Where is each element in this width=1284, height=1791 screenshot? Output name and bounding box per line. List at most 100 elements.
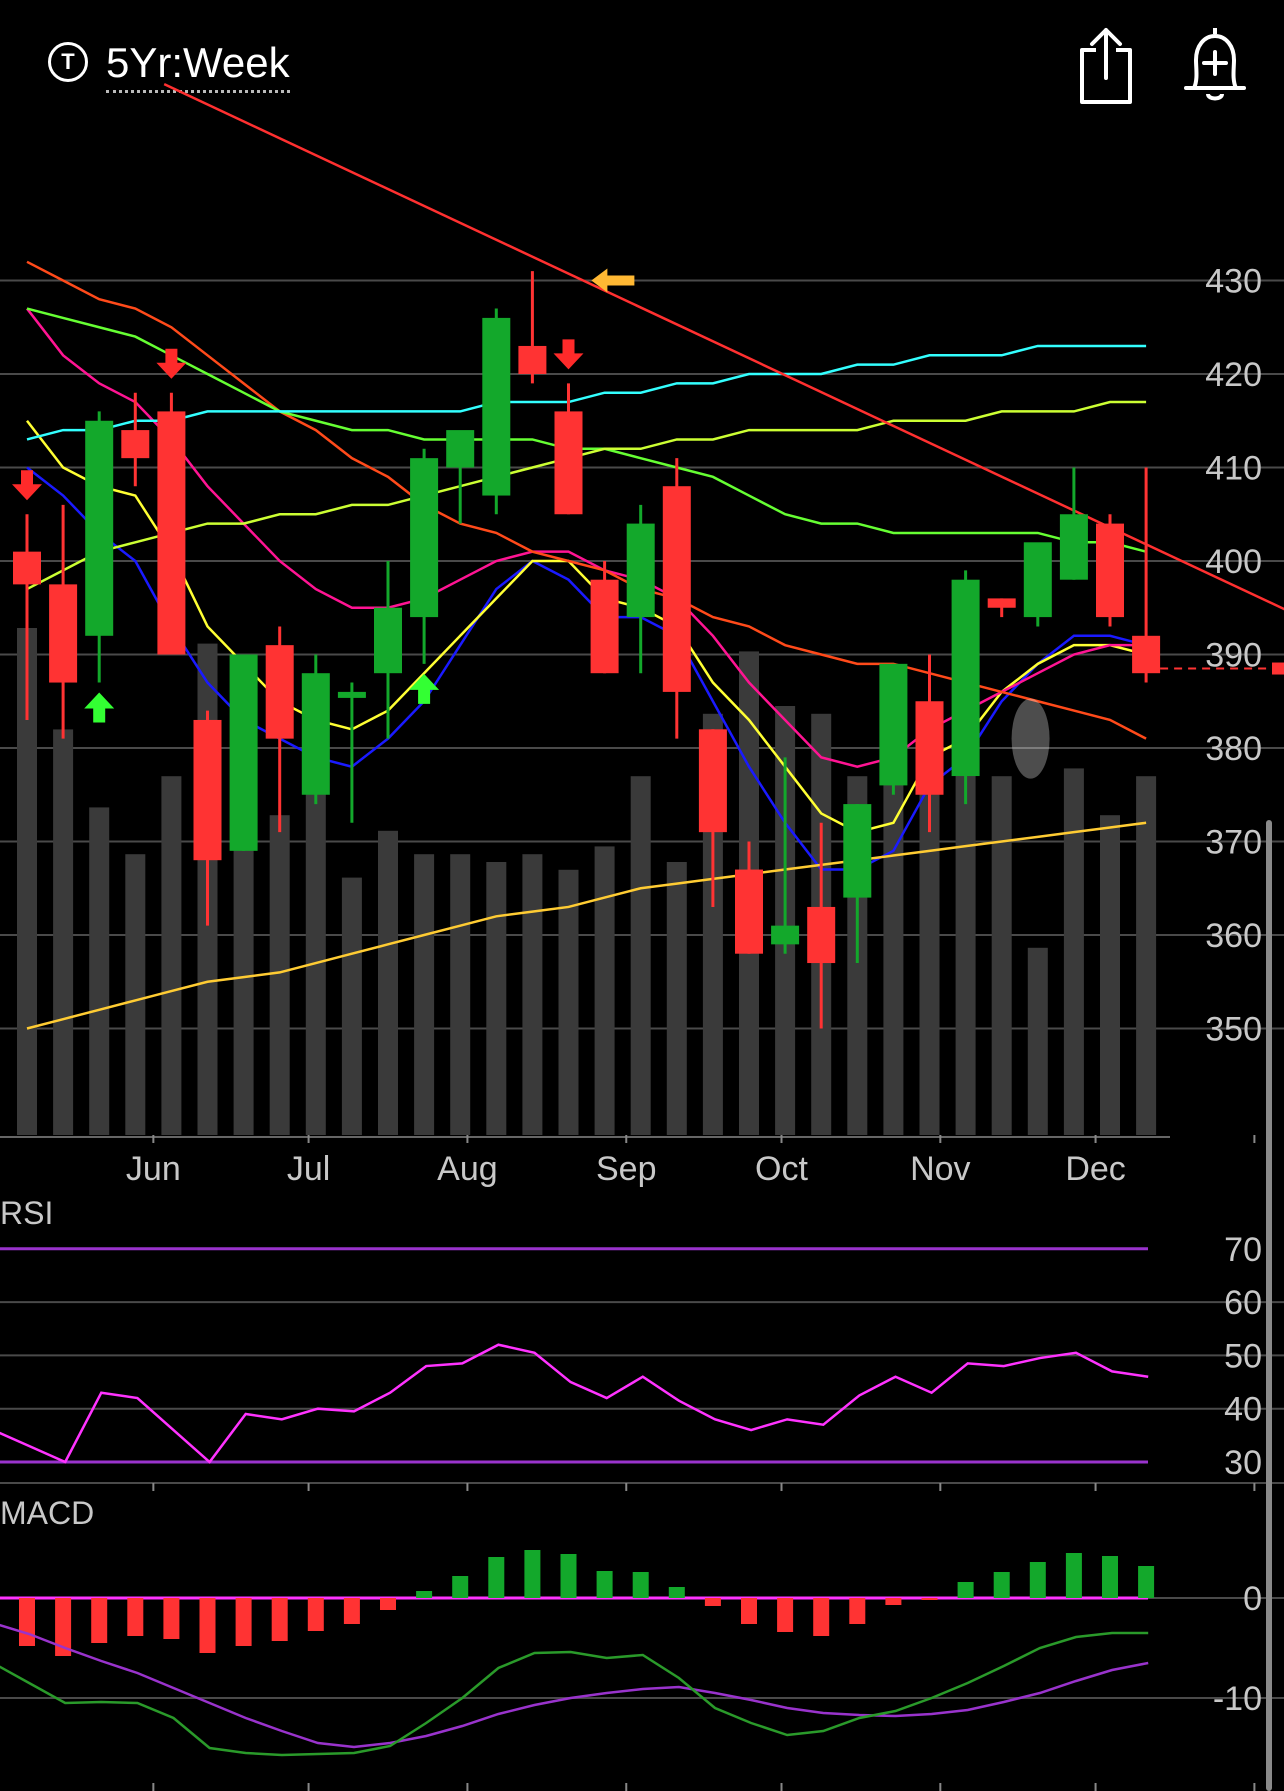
candle-up xyxy=(85,420,114,636)
volume-bar xyxy=(305,768,326,1135)
price-tick-label: 370 xyxy=(1205,824,1262,862)
volume-bar xyxy=(1100,815,1120,1135)
macd-histogram-bar xyxy=(55,1598,72,1656)
macd-histogram-bar xyxy=(1065,1553,1082,1598)
price-tick-label: 390 xyxy=(1205,637,1262,675)
macd-histogram-bar xyxy=(741,1598,757,1624)
macd-tick-label: 0 xyxy=(1243,1580,1262,1618)
macd-histogram-bar xyxy=(416,1591,433,1598)
macd-histogram-bar xyxy=(1138,1566,1155,1598)
volume-bar xyxy=(1063,768,1084,1135)
volume-bar xyxy=(378,830,398,1135)
rsi-panel: RSI 70 60 50 40 30 xyxy=(0,1195,1284,1491)
candle-up xyxy=(1023,542,1052,618)
volume-bar xyxy=(450,854,471,1135)
volume-bar xyxy=(125,854,146,1135)
candle-down xyxy=(662,486,691,692)
month-label: Jul xyxy=(287,1150,330,1188)
signal-arrows xyxy=(12,268,1050,779)
macd-histogram-bar xyxy=(307,1598,324,1631)
month-label: Sep xyxy=(596,1150,657,1188)
volume-bar xyxy=(991,776,1012,1135)
candle-down xyxy=(193,719,222,861)
month-label: Jun xyxy=(126,1150,181,1188)
macd-histogram-bar xyxy=(632,1572,649,1598)
macd-tick-label: -10 xyxy=(1213,1680,1262,1718)
candle-up xyxy=(410,458,439,618)
left-arrow-icon xyxy=(591,268,635,293)
last-price-marker xyxy=(1272,662,1284,675)
volume-bar xyxy=(919,776,940,1135)
share-icon[interactable] xyxy=(1076,24,1136,106)
volume-bar xyxy=(522,854,543,1135)
add-alert-bell-icon[interactable] xyxy=(1180,24,1250,106)
volume-bar xyxy=(89,807,110,1135)
month-label: Dec xyxy=(1065,1150,1125,1188)
macd-histogram-bar xyxy=(19,1598,35,1646)
candlesticks xyxy=(13,271,1161,1029)
candle-down xyxy=(807,906,836,964)
volume-bar xyxy=(630,776,651,1135)
macd-histogram-bar xyxy=(163,1598,180,1639)
price-tick-label: 380 xyxy=(1205,730,1262,768)
candle-up xyxy=(843,804,872,898)
macd-histogram-bar xyxy=(1029,1562,1046,1598)
buy-arrow-icon xyxy=(84,692,115,723)
macd-histogram-bar xyxy=(921,1598,938,1600)
candle-up xyxy=(626,523,655,618)
macd-panel: MACD 0 -10 xyxy=(0,1495,1284,1791)
macd-histogram-bar xyxy=(1102,1556,1118,1598)
candle-down xyxy=(49,584,78,683)
macd-histogram-bar xyxy=(235,1598,252,1646)
volume-bar xyxy=(1027,947,1048,1135)
price-tick-label: 430 xyxy=(1205,263,1262,301)
month-label: Oct xyxy=(755,1150,808,1188)
macd-histogram-bar xyxy=(271,1598,288,1641)
month-label: Nov xyxy=(910,1150,970,1188)
macd-signal-line xyxy=(0,1623,1149,1749)
volume-bar xyxy=(341,877,362,1135)
rsi-tick-label: 70 xyxy=(1224,1231,1262,1269)
candle-down xyxy=(265,645,294,739)
volume-bar xyxy=(558,869,579,1135)
macd-title: MACD xyxy=(0,1495,94,1531)
volume-bar xyxy=(414,854,435,1135)
candle-up xyxy=(374,607,402,674)
chart-period-selector[interactable]: 5Yr:Week xyxy=(106,38,290,93)
chart-header: T 5Yr:Week xyxy=(0,0,1284,120)
candle-up xyxy=(951,579,980,777)
candle-up xyxy=(771,925,800,945)
macd-histogram-bar xyxy=(849,1598,866,1624)
volume-bars xyxy=(17,628,1157,1135)
macd-histogram-bar xyxy=(343,1598,360,1624)
moving-average-line xyxy=(26,821,1147,1030)
rsi-tick-label: 30 xyxy=(1224,1444,1262,1482)
macd-histogram-bar xyxy=(596,1571,613,1598)
price-tick-label: 420 xyxy=(1205,356,1262,394)
moving-average-line xyxy=(26,400,1147,591)
macd-histogram-bar xyxy=(668,1587,685,1598)
volume-bar xyxy=(955,721,976,1135)
volume-bar xyxy=(53,729,74,1135)
macd-histogram-bar xyxy=(813,1598,830,1636)
candle-down xyxy=(1096,523,1124,618)
volume-bar xyxy=(594,846,615,1135)
volume-bar xyxy=(269,815,290,1135)
macd-histogram-bar xyxy=(127,1598,144,1636)
macd-histogram-bar xyxy=(993,1572,1010,1598)
candle-up xyxy=(482,317,511,496)
volume-bar xyxy=(883,729,904,1135)
macd-line xyxy=(0,1631,1149,1757)
candle-up xyxy=(337,691,366,698)
candle-down xyxy=(735,869,763,954)
candle-up xyxy=(879,663,908,786)
ticker-type-icon[interactable]: T xyxy=(48,42,88,82)
rsi-tick-label: 40 xyxy=(1224,1391,1262,1429)
rsi-line xyxy=(0,1343,1149,1464)
macd-histogram-bar xyxy=(199,1598,216,1653)
moving-average-line xyxy=(26,344,1147,441)
volume-bar xyxy=(233,846,254,1135)
scrollbar[interactable] xyxy=(1266,820,1272,1791)
macd-histogram-bar xyxy=(560,1554,577,1598)
